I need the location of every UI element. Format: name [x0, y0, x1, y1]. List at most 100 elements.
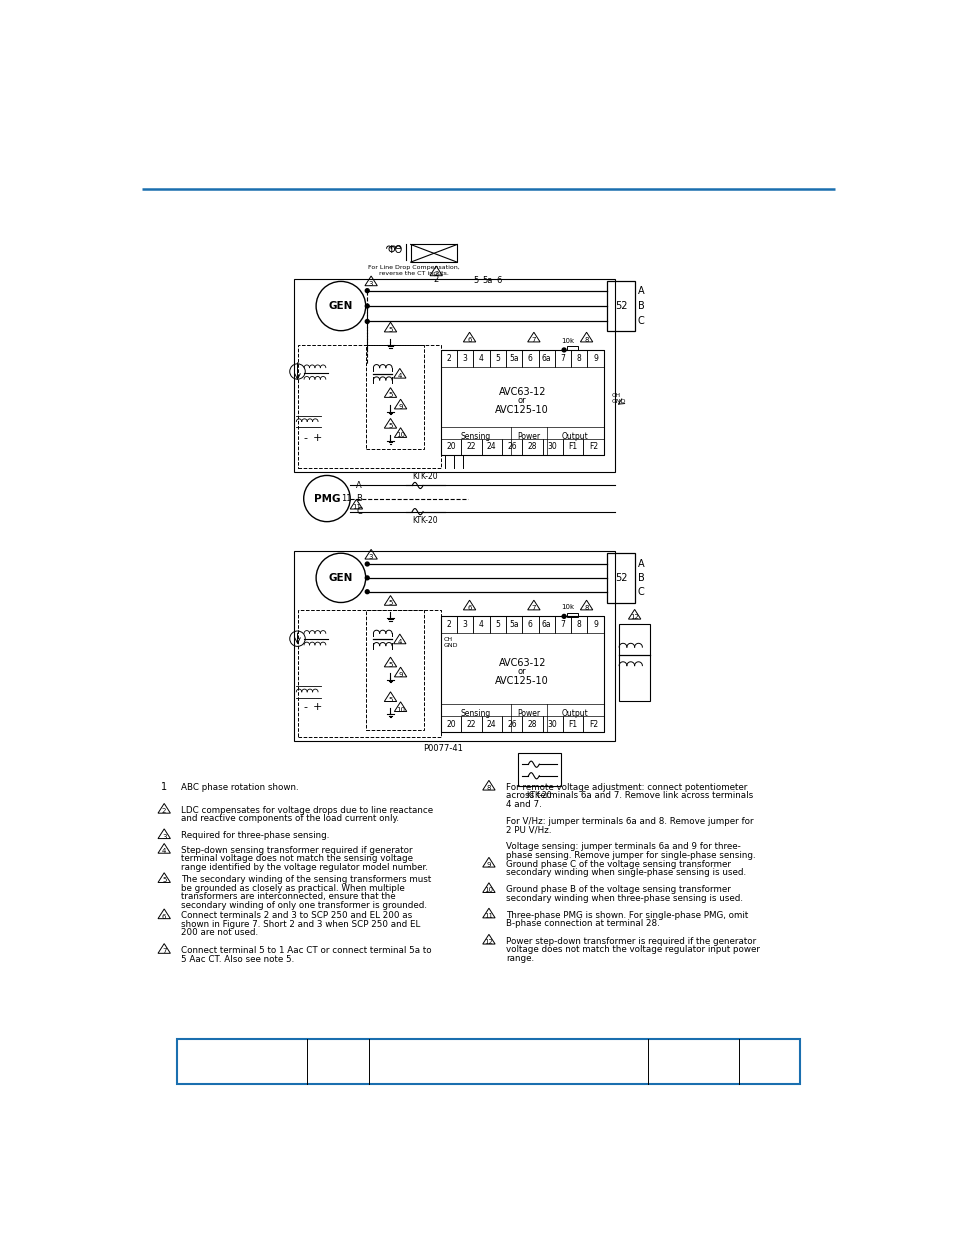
Circle shape: [365, 576, 369, 579]
Text: 7: 7: [531, 337, 536, 343]
Bar: [298, 345, 440, 468]
Bar: [567, 613, 578, 616]
Text: B-phase connection at terminal 28.: B-phase connection at terminal 28.: [505, 919, 659, 927]
Text: 7: 7: [531, 605, 536, 611]
Bar: [294, 551, 615, 741]
Text: 2: 2: [434, 270, 438, 277]
Text: 22: 22: [466, 442, 476, 452]
Text: +: +: [313, 432, 322, 442]
Text: 5a: 5a: [509, 354, 518, 363]
Text: Output: Output: [561, 432, 588, 441]
Text: 2: 2: [446, 620, 451, 630]
Text: Connect terminals 2 and 3 to SCP 250 and EL 200 as: Connect terminals 2 and 3 to SCP 250 and…: [181, 911, 412, 920]
Bar: [456, 350, 473, 367]
Text: A: A: [356, 480, 362, 490]
Bar: [587, 616, 603, 634]
Text: terminal voltage does not match the sensing voltage: terminal voltage does not match the sens…: [181, 855, 413, 863]
Bar: [481, 440, 501, 454]
Text: secondary winding when three-phase sensing is used.: secondary winding when three-phase sensi…: [505, 894, 742, 903]
Text: 5: 5: [473, 277, 477, 285]
Text: 5: 5: [162, 878, 166, 883]
Bar: [571, 616, 587, 634]
Text: shown in Figure 7. Short 2 and 3 when SCP 250 and EL: shown in Figure 7. Short 2 and 3 when SC…: [181, 920, 420, 929]
Text: F2: F2: [588, 720, 598, 729]
Text: 9: 9: [486, 862, 491, 868]
Text: 2: 2: [434, 274, 438, 284]
Bar: [440, 350, 603, 454]
Text: across terminals 6a and 7. Remove link across terminals: across terminals 6a and 7. Remove link a…: [505, 792, 753, 800]
Text: 7: 7: [560, 620, 565, 630]
Text: 7: 7: [560, 354, 565, 363]
Text: 4 and 7.: 4 and 7.: [505, 800, 541, 809]
Text: KTK-20: KTK-20: [526, 790, 552, 799]
Bar: [440, 716, 460, 732]
Text: 6: 6: [496, 277, 501, 285]
Text: 5: 5: [388, 393, 393, 399]
Bar: [521, 440, 542, 454]
Bar: [521, 350, 537, 367]
Text: 4: 4: [478, 354, 483, 363]
Text: 24: 24: [486, 720, 496, 729]
Bar: [501, 716, 521, 732]
Text: 26: 26: [507, 720, 517, 729]
Text: 6: 6: [527, 620, 533, 630]
Text: Required for three-phase sensing.: Required for three-phase sensing.: [181, 831, 330, 840]
Bar: [555, 350, 571, 367]
Text: 8: 8: [577, 354, 581, 363]
Text: 4: 4: [162, 848, 166, 855]
Bar: [562, 716, 582, 732]
Bar: [298, 610, 440, 737]
Text: GEN: GEN: [329, 301, 353, 311]
Text: PMG: PMG: [314, 494, 340, 504]
Text: 5: 5: [388, 662, 393, 668]
Text: 20: 20: [446, 720, 456, 729]
Text: CH
GND: CH GND: [611, 393, 625, 404]
Bar: [440, 616, 456, 634]
Text: 22: 22: [466, 720, 476, 729]
Bar: [555, 616, 571, 634]
Text: Step-down sensing transformer required if generator: Step-down sensing transformer required i…: [181, 846, 413, 855]
Text: range identified by the voltage regulator model number.: range identified by the voltage regulato…: [181, 863, 428, 872]
Text: 30: 30: [547, 720, 558, 729]
Text: 5: 5: [495, 354, 499, 363]
Text: secondary winding of only one transformer is grounded.: secondary winding of only one transforme…: [181, 900, 427, 910]
Text: Connect terminal 5 to 1 Aac CT or connect terminal 5a to: Connect terminal 5 to 1 Aac CT or connec…: [181, 946, 432, 955]
Bar: [587, 350, 603, 367]
Text: 52: 52: [614, 573, 627, 583]
Text: Sensing: Sensing: [460, 709, 491, 718]
Text: GEN: GEN: [329, 573, 353, 583]
Text: A: A: [637, 559, 643, 569]
Text: -: -: [303, 432, 307, 442]
Text: 4: 4: [397, 373, 401, 379]
Text: 3: 3: [369, 280, 373, 287]
Text: Output: Output: [561, 709, 588, 718]
Text: A: A: [637, 285, 643, 295]
Bar: [571, 350, 587, 367]
Text: 11: 11: [484, 913, 493, 919]
Text: 4: 4: [397, 638, 401, 645]
Circle shape: [365, 562, 369, 566]
Text: 2: 2: [446, 354, 451, 363]
Bar: [582, 716, 603, 732]
Bar: [473, 350, 489, 367]
Text: 4: 4: [478, 620, 483, 630]
Text: 10k: 10k: [560, 337, 574, 343]
Text: 1: 1: [161, 782, 167, 793]
Bar: [618, 624, 649, 701]
Text: 5 Aac CT. Also see note 5.: 5 Aac CT. Also see note 5.: [181, 955, 294, 963]
Text: 5: 5: [388, 697, 393, 703]
Bar: [489, 350, 505, 367]
Text: 5: 5: [388, 424, 393, 430]
Bar: [440, 440, 460, 454]
Text: F1: F1: [568, 720, 578, 729]
Text: Ground phase C of the voltage sensing transformer: Ground phase C of the voltage sensing tr…: [505, 860, 730, 868]
Bar: [567, 346, 578, 350]
Text: 8: 8: [577, 620, 581, 630]
Text: For remote voltage adjustment: connect potentiometer: For remote voltage adjustment: connect p…: [505, 783, 746, 792]
Bar: [582, 440, 603, 454]
Text: AVC125-10: AVC125-10: [495, 405, 549, 415]
Text: 52: 52: [614, 301, 627, 311]
Text: +: +: [313, 703, 322, 713]
Text: B: B: [637, 573, 644, 583]
Bar: [489, 616, 505, 634]
